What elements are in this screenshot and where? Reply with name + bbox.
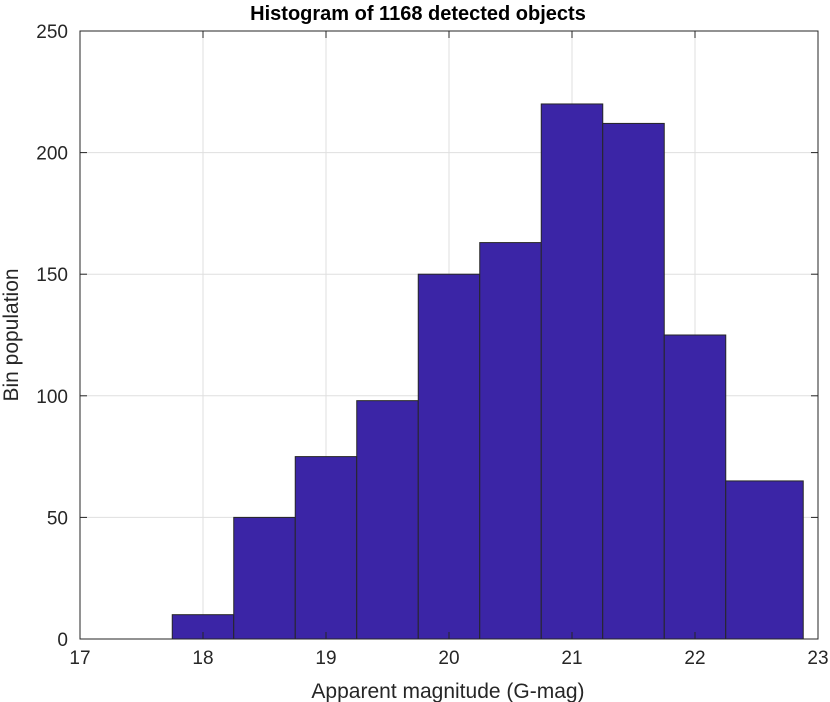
histogram-bar <box>663 334 727 640</box>
x-tick-label: 18 <box>192 648 213 669</box>
y-axis-label: Bin population <box>0 268 23 401</box>
x-tick-label: 20 <box>438 648 459 669</box>
y-tick-label: 50 <box>47 508 68 529</box>
histogram-bar <box>725 480 804 640</box>
histogram-bar <box>356 400 419 640</box>
chart-title: Histogram of 1168 detected objects <box>250 3 586 25</box>
histogram-bar <box>294 456 358 640</box>
histogram-bar <box>417 273 481 640</box>
histogram-bar <box>479 242 542 640</box>
y-tick-label: 150 <box>36 265 68 286</box>
histogram-bar <box>233 516 296 640</box>
x-tick-label: 19 <box>315 648 336 669</box>
y-tick-label: 250 <box>36 22 68 43</box>
x-tick-label: 17 <box>69 648 90 669</box>
x-tick-label: 21 <box>561 648 582 669</box>
y-tick-label: 0 <box>57 630 68 651</box>
histogram-bar <box>540 103 604 640</box>
y-tick-label: 100 <box>36 387 68 408</box>
ticks-layer: 17 18 19 20 21 22 23 0 50 100 150 200 250 <box>36 22 828 669</box>
x-tick-label: 23 <box>807 648 828 669</box>
x-tick-label: 22 <box>684 648 705 669</box>
histogram-bar <box>602 122 665 640</box>
y-tick-label: 200 <box>36 144 68 165</box>
bars-layer <box>171 103 804 640</box>
x-axis-label: Apparent magnitude (G-mag) <box>311 680 584 702</box>
